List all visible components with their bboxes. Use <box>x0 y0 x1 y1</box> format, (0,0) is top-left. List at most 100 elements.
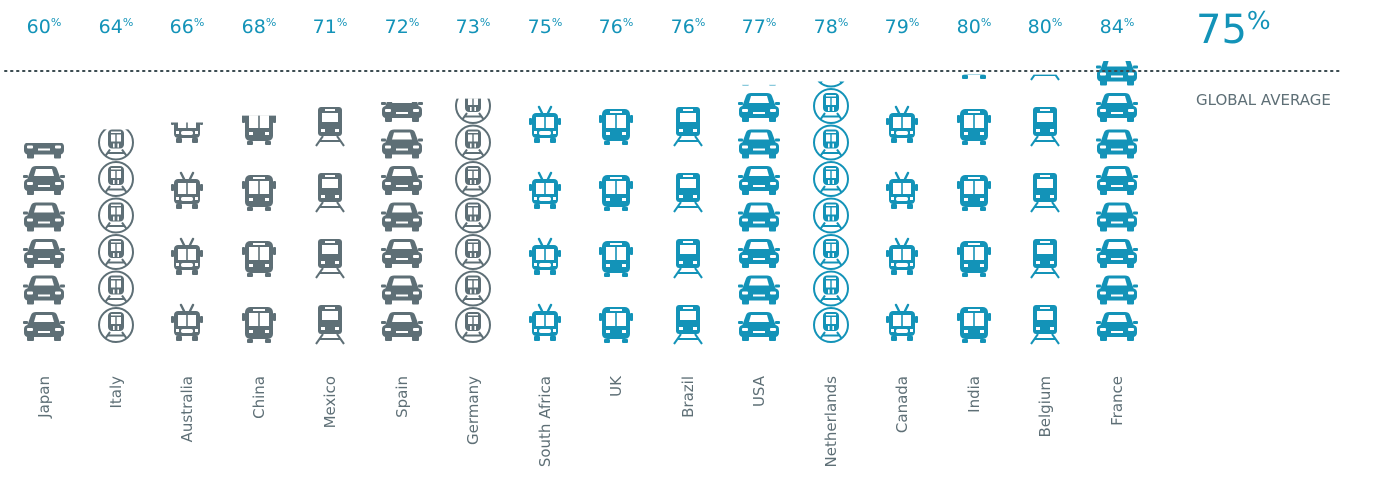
bus-icon <box>242 175 276 211</box>
train-icon <box>1030 74 1060 81</box>
category-label: Australia <box>178 376 196 442</box>
car-icon <box>23 93 65 122</box>
car-icon <box>738 202 780 232</box>
value-label: 77% <box>742 16 777 38</box>
value-label: 79% <box>885 16 920 38</box>
icon-column-usa <box>738 84 780 341</box>
icon-column-south-africa <box>529 105 561 341</box>
bus-icon <box>242 241 276 277</box>
bus-icon <box>599 307 633 343</box>
category-label: Italy <box>107 376 125 409</box>
metro-icon <box>99 89 133 123</box>
icon-column-japan <box>23 93 65 341</box>
trolleybus-icon <box>886 171 918 209</box>
train-icon <box>315 173 345 213</box>
category-label: Belgium <box>1036 376 1054 438</box>
category-label: Mexico <box>321 376 339 428</box>
metro-icon <box>98 270 134 307</box>
train-icon <box>1030 173 1060 213</box>
bus-icon <box>242 115 276 145</box>
icon-columns <box>23 41 1138 345</box>
value-label: 75% <box>528 16 563 38</box>
metro-icon <box>456 53 490 87</box>
train-icon <box>673 107 703 147</box>
metro-icon <box>455 307 491 343</box>
category-label: Japan <box>35 376 53 419</box>
car-icon <box>738 312 780 341</box>
car-icon <box>742 84 776 86</box>
metro-icon <box>813 270 849 307</box>
metro-icon <box>813 161 849 197</box>
trolleybus-icon <box>529 105 561 143</box>
trolleybus-icon <box>529 303 561 341</box>
train-icon <box>673 305 703 345</box>
car-icon <box>381 102 423 122</box>
metro-icon <box>813 88 849 124</box>
bus-icon <box>962 74 986 79</box>
bus-icon <box>957 241 991 277</box>
car-icon <box>1096 239 1138 268</box>
trolleybus-icon <box>171 237 203 275</box>
trolleybus-icon <box>886 105 918 143</box>
bus-icon <box>242 307 276 343</box>
bus-icon <box>599 43 633 79</box>
trolleybus-icon <box>529 237 561 275</box>
icon-column-uk <box>599 43 633 343</box>
bus-icon <box>599 175 633 211</box>
train-icon <box>1030 305 1060 345</box>
value-label: 66% <box>170 16 205 38</box>
metro-icon <box>455 197 491 234</box>
icon-column-canada <box>886 105 918 341</box>
car-icon <box>1096 202 1138 232</box>
metro-icon <box>98 197 134 234</box>
trolleybus-icon <box>171 171 203 209</box>
category-label: Netherlands <box>822 376 840 468</box>
train-icon <box>1030 107 1060 147</box>
train-icon <box>673 239 703 279</box>
category-label: UK <box>607 375 625 397</box>
value-label: 78% <box>814 16 849 38</box>
metro-icon <box>98 307 134 343</box>
icon-column-france <box>1096 61 1138 341</box>
global-average-label: GLOBAL AVERAGE <box>1196 91 1331 109</box>
car-icon <box>23 239 65 268</box>
metro-icon <box>455 270 491 307</box>
bus-icon <box>599 109 633 145</box>
category-label: India <box>965 376 983 413</box>
car-icon <box>23 275 65 305</box>
car-icon <box>1096 93 1138 122</box>
car-icon <box>23 202 65 232</box>
metro-icon <box>455 234 491 270</box>
category-label: France <box>1108 376 1126 426</box>
value-label: 68% <box>242 16 277 38</box>
icon-column-brazil <box>673 41 703 345</box>
category-label: Canada <box>893 376 911 433</box>
category-label: USA <box>750 375 768 407</box>
icon-column-italy <box>98 89 134 343</box>
train-icon <box>674 41 702 80</box>
value-label: 73% <box>456 16 491 38</box>
category-label: Spain <box>393 376 411 418</box>
value-label: 84% <box>1100 16 1135 38</box>
trolleybus-icon <box>886 303 918 341</box>
metro-icon <box>817 81 845 88</box>
car-icon <box>381 275 423 305</box>
value-label: 80% <box>957 16 992 38</box>
metro-icon <box>98 234 134 270</box>
category-label: South Africa <box>536 376 554 467</box>
car-icon <box>1096 275 1138 305</box>
train-icon <box>315 305 345 345</box>
icon-column-spain <box>381 102 423 341</box>
train-icon <box>673 173 703 213</box>
car-icon <box>1096 61 1138 86</box>
value-label: 71% <box>313 16 348 38</box>
metro-icon <box>455 124 491 161</box>
car-icon <box>23 166 65 195</box>
car-icon <box>24 143 64 159</box>
car-icon <box>381 166 423 195</box>
car-icon <box>738 129 780 159</box>
icon-column-australia <box>171 122 203 341</box>
bus-icon <box>957 175 991 211</box>
car-icon <box>381 202 423 232</box>
car-icon <box>381 239 423 268</box>
